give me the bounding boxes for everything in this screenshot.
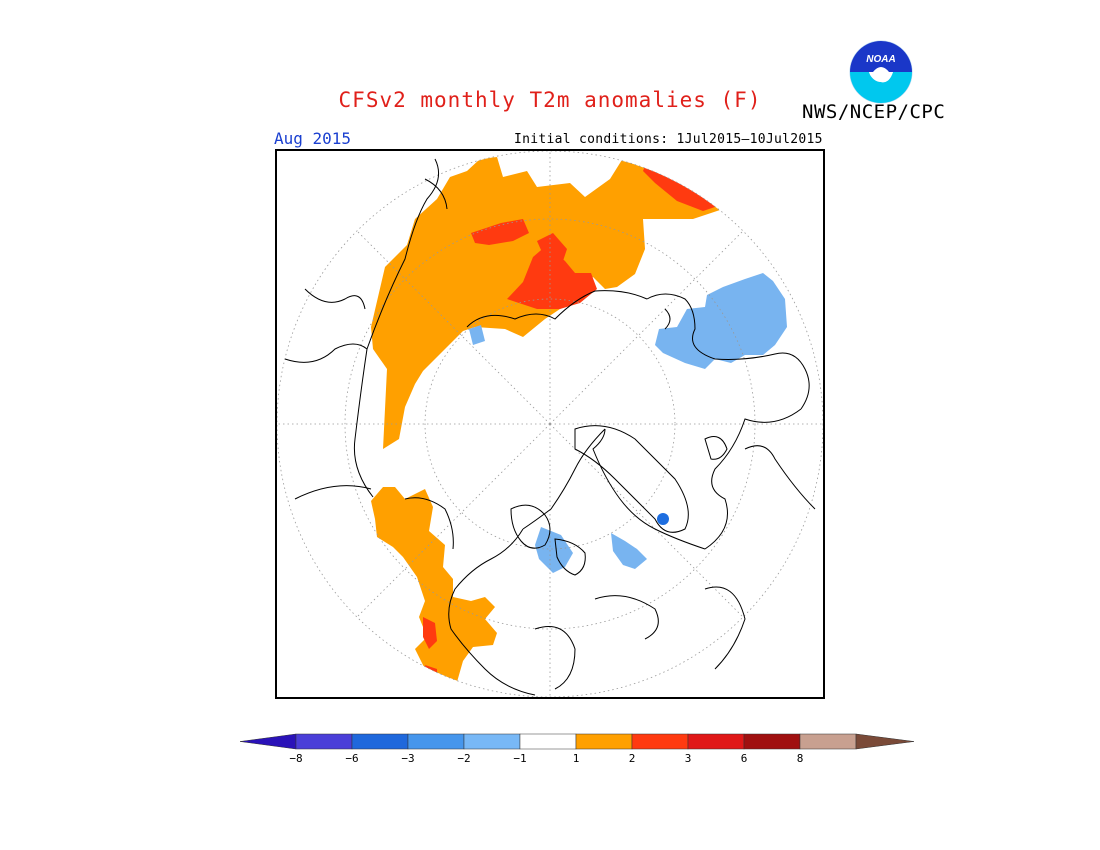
legend-swatch	[407, 733, 465, 750]
legend-label: −8	[289, 752, 302, 765]
color-legend: −8 −6 −3 −2 −1 1 2 3 6 8	[239, 733, 915, 765]
cool-anomaly-greenland	[611, 533, 647, 569]
polar-map	[275, 149, 825, 699]
legend-swatch	[799, 733, 857, 750]
legend-label: −1	[513, 752, 526, 765]
legend-swatch	[351, 733, 409, 750]
legend-label: 6	[741, 752, 748, 765]
legend-label: 1	[573, 752, 580, 765]
map-frame	[275, 149, 825, 699]
legend-arrow-low	[239, 733, 297, 750]
noaa-logo-text: NOAA	[866, 54, 895, 65]
hot-anomaly-na-2	[423, 617, 437, 649]
agency-label: NWS/NCEP/CPC	[802, 101, 946, 123]
legend-arrow-high	[855, 733, 915, 750]
noaa-logo: NOAA	[849, 40, 913, 104]
legend-label: −6	[345, 752, 358, 765]
cool-anomaly-arctic-islands	[535, 527, 573, 573]
legend-swatch	[295, 733, 353, 750]
legend-swatch	[687, 733, 745, 750]
forecast-period: Aug 2015	[274, 129, 352, 148]
legend-swatch	[743, 733, 801, 750]
strong-cool-spot	[657, 513, 669, 525]
legend-swatch	[519, 733, 577, 750]
legend-swatch	[463, 733, 521, 750]
cool-anomaly-small	[469, 325, 485, 345]
cool-anomaly-europe	[655, 273, 787, 369]
legend-swatch	[631, 733, 689, 750]
hot-anomaly-1	[507, 245, 597, 309]
legend-label: 2	[629, 752, 636, 765]
legend-label: 8	[797, 752, 804, 765]
legend-label: 3	[685, 752, 692, 765]
map-title: CFSv2 monthly T2m anomalies (F)	[338, 88, 762, 112]
hot-anomaly-2	[471, 219, 529, 245]
hot-anomaly-4	[537, 233, 567, 261]
legend-swatch	[575, 733, 633, 750]
legend-label: −3	[401, 752, 414, 765]
initial-conditions: Initial conditions: 1Jul2015—10Jul2015	[514, 132, 823, 147]
legend-label: −2	[457, 752, 470, 765]
warm-anomaly-north-america	[371, 487, 497, 697]
coastlines	[284, 158, 816, 696]
